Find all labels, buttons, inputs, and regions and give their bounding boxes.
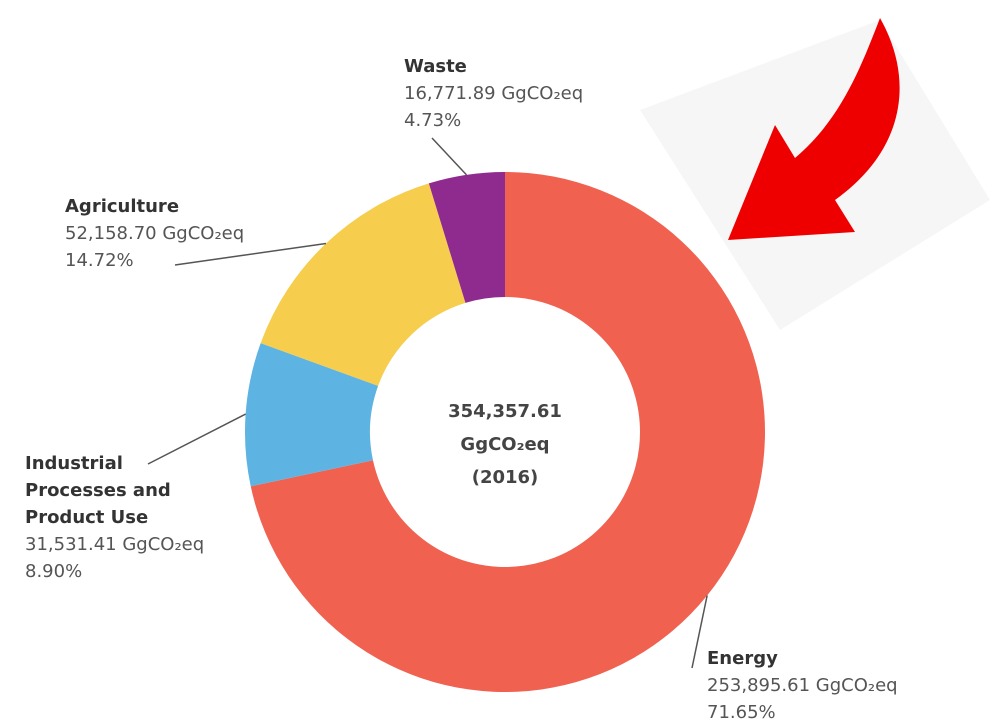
- leader-line: [174, 242, 327, 266]
- amount-label: 31,531.41 GgCO₂eq: [25, 534, 205, 555]
- category-name: Waste: [404, 56, 467, 77]
- center-unit: GgCO₂eq: [460, 434, 550, 455]
- center-label: 354,357.61 GgCO₂eq (2016): [405, 395, 605, 494]
- slice-label: Industrial Processes and Product Use 31,5…: [25, 450, 215, 585]
- category-name: Energy: [707, 648, 778, 669]
- percent-label: 14.72%: [65, 250, 134, 271]
- slice-label: Agriculture 52,158.70 GgCO₂eq 14.72%: [65, 193, 365, 274]
- leader-line: [147, 413, 246, 465]
- slice-label: Waste 16,771.89 GgCO₂eq 4.73%: [404, 53, 704, 134]
- leader-line: [691, 595, 708, 669]
- slice: [250, 172, 766, 692]
- percent-label: 8.90%: [25, 561, 83, 582]
- amount-label: 16,771.89 GgCO₂eq: [404, 83, 584, 104]
- percent-label: 4.73%: [404, 110, 462, 131]
- center-total: 354,357.61: [448, 401, 562, 422]
- category-name: Agriculture: [65, 196, 180, 217]
- amount-label: 253,895.61 GgCO₂eq: [707, 675, 898, 696]
- slice: [245, 343, 379, 487]
- red-arrow: [728, 18, 900, 240]
- center-year: (2016): [471, 467, 539, 488]
- amount-label: 52,158.70 GgCO₂eq: [65, 223, 245, 244]
- percent-label: 71.65%: [707, 702, 776, 723]
- slice-label: Energy 253,895.61 GgCO₂eq 71.65%: [707, 645, 1001, 726]
- category-name: Industrial Processes and Product Use: [25, 453, 171, 528]
- slice: [428, 172, 505, 303]
- slice: [260, 183, 466, 386]
- donut: [147, 137, 766, 692]
- leader-line: [431, 137, 468, 176]
